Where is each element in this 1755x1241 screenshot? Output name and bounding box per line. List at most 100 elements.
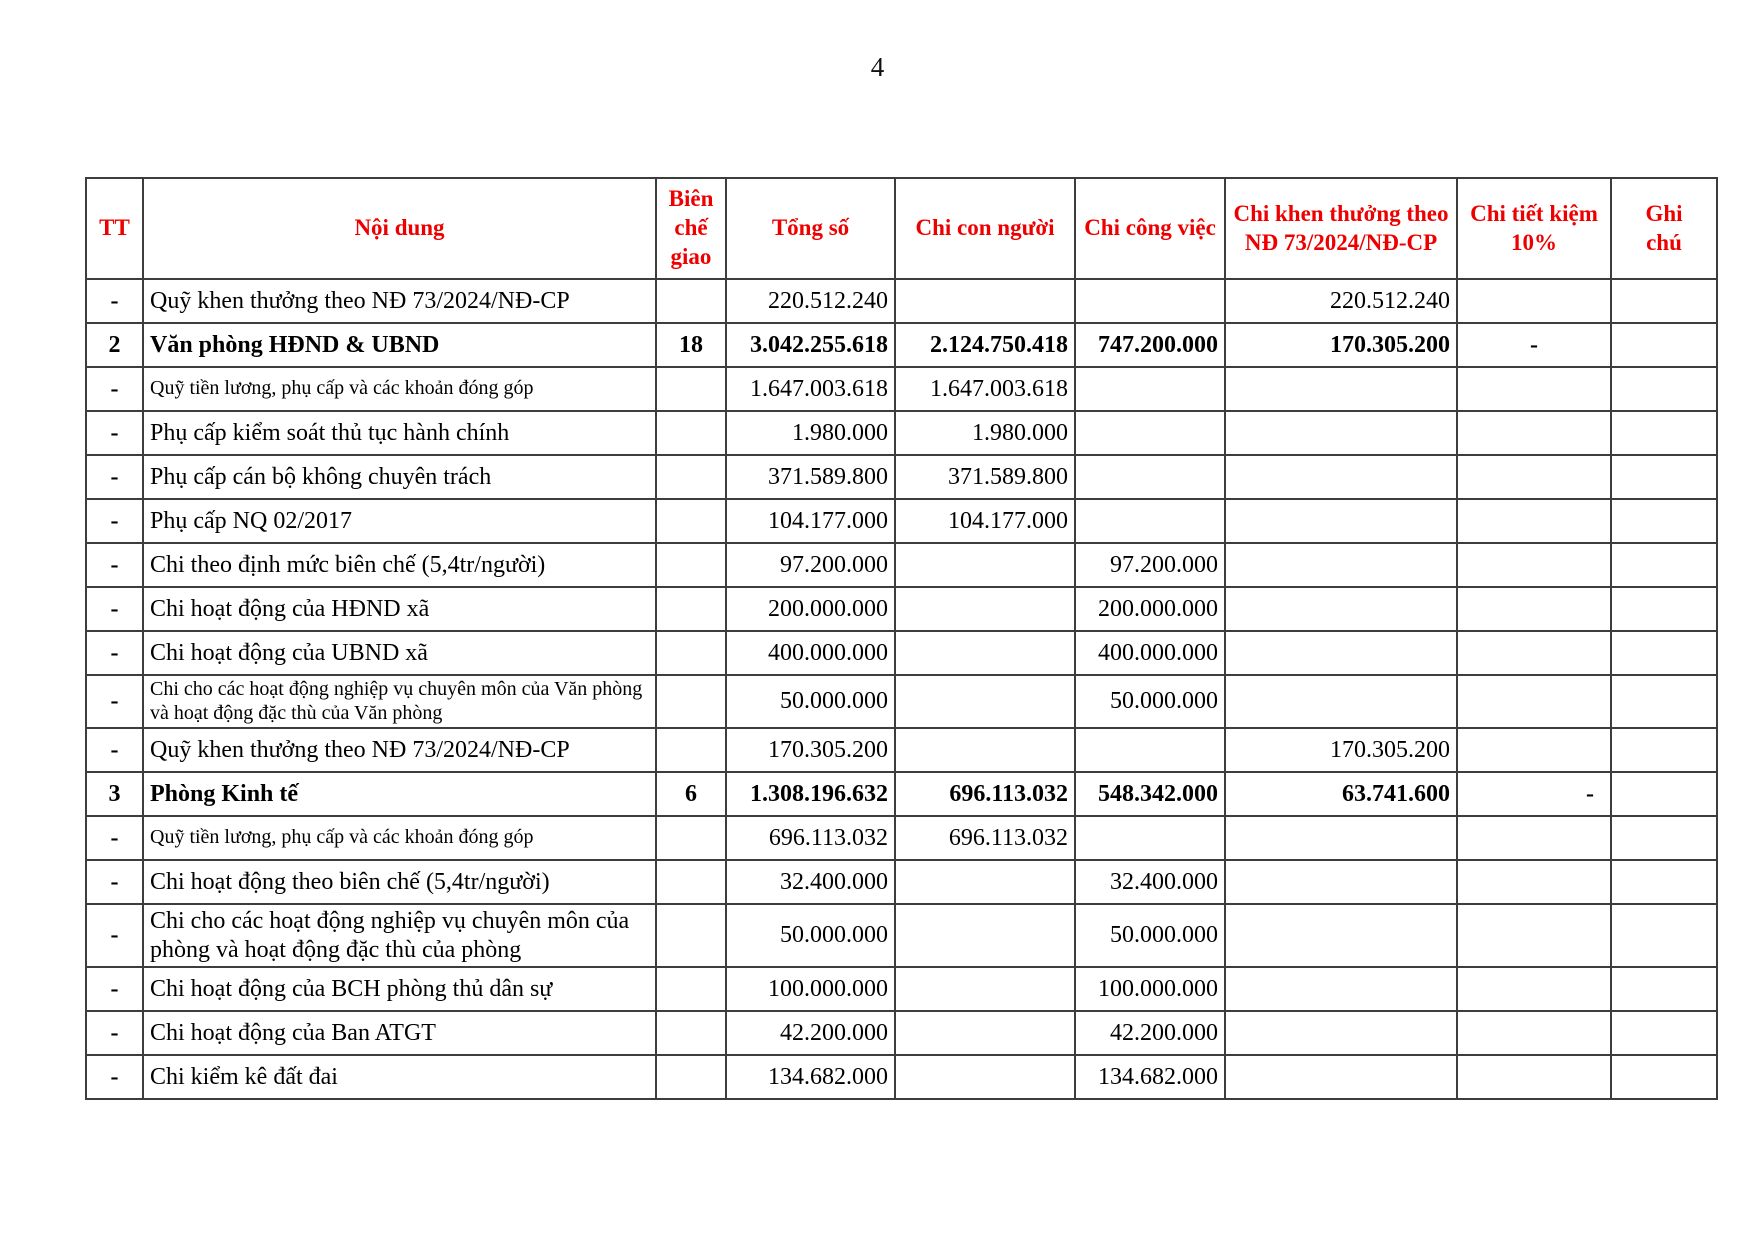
- cell-bien_che: [655, 542, 727, 588]
- cell-ghi_chu: [1610, 859, 1718, 906]
- cell-tt: -: [85, 366, 144, 412]
- cell-ghi_chu: [1610, 366, 1718, 412]
- cell-tt: -: [85, 1009, 144, 1056]
- cell-chi_khen_thuong: [1224, 410, 1458, 456]
- cell-chi_cong_viec: 200.000.000: [1074, 586, 1226, 632]
- cell-tong_so: 696.113.032: [725, 815, 896, 862]
- cell-ghi_chu: [1610, 278, 1718, 324]
- cell-noi_dung: Quỹ khen thưởng theo NĐ 73/2024/NĐ-CP: [142, 727, 657, 774]
- cell-chi_khen_thuong: [1224, 859, 1458, 906]
- col-header-tong_so: Tổng số: [725, 177, 896, 280]
- cell-chi_tiet_kiem: -: [1456, 771, 1612, 818]
- cell-chi_khen_thuong: [1224, 498, 1458, 544]
- cell-noi_dung: Chi cho các hoạt động nghiệp vụ chuyên m…: [142, 673, 657, 730]
- cell-tt: -: [85, 542, 144, 588]
- cell-chi_con_nguoi: 696.113.032: [894, 815, 1076, 862]
- col-header-chi_khen_thuong: Chi khen thưởng theo NĐ 73/2024/NĐ-CP: [1224, 177, 1458, 280]
- cell-bien_che: 6: [655, 771, 727, 818]
- cell-bien_che: [655, 859, 727, 906]
- cell-chi_tiet_kiem: [1456, 366, 1612, 412]
- cell-tt: -: [85, 278, 144, 324]
- budget-allocation-table: TT Nội dung Biên chế giao Tổng số Chi con ng…: [85, 177, 1718, 1100]
- cell-tt: -: [85, 859, 144, 906]
- cell-chi_khen_thuong: [1224, 1053, 1458, 1100]
- col-header-chi_tiet_kiem: Chi tiết kiệm 10%: [1456, 177, 1612, 280]
- cell-tt: -: [85, 586, 144, 632]
- cell-bien_che: [655, 965, 727, 1012]
- cell-chi_cong_viec: [1074, 366, 1226, 412]
- cell-chi_cong_viec: 548.342.000: [1074, 771, 1226, 818]
- col-header-bien_che: Biên chế giao: [655, 177, 727, 280]
- cell-tt: -: [85, 815, 144, 862]
- cell-tt: -: [85, 630, 144, 676]
- cell-bien_che: [655, 498, 727, 544]
- table-row: - Phụ cấp kiểm soát thủ tục hành chính 1.9…: [85, 410, 1718, 456]
- cell-chi_con_nguoi: [894, 965, 1076, 1012]
- table-body: - Quỹ khen thưởng theo NĐ 73/2024/NĐ-CP 22…: [85, 278, 1718, 1100]
- cell-ghi_chu: [1610, 771, 1718, 818]
- cell-chi_tiet_kiem: [1456, 498, 1612, 544]
- cell-chi_cong_viec: 50.000.000: [1074, 673, 1226, 730]
- cell-ghi_chu: [1610, 410, 1718, 456]
- cell-tt: 2: [85, 322, 144, 368]
- cell-bien_che: [655, 673, 727, 730]
- cell-chi_khen_thuong: 170.305.200: [1224, 322, 1458, 368]
- cell-bien_che: [655, 630, 727, 676]
- cell-tong_so: 104.177.000: [725, 498, 896, 544]
- cell-noi_dung: Chi hoạt động theo biên chế (5,4tr/người…: [142, 859, 657, 906]
- cell-chi_con_nguoi: 1.980.000: [894, 410, 1076, 456]
- cell-chi_con_nguoi: 696.113.032: [894, 771, 1076, 818]
- table-row: 2 Văn phòng HĐND & UBND 18 3.042.255.618 2.1…: [85, 322, 1718, 368]
- cell-noi_dung: Phụ cấp kiểm soát thủ tục hành chính: [142, 410, 657, 456]
- table-row: - Chi hoạt động của BCH phòng thủ dân sự 1…: [85, 965, 1718, 1012]
- cell-chi_tiet_kiem: [1456, 1053, 1612, 1100]
- cell-chi_khen_thuong: [1224, 586, 1458, 632]
- cell-chi_con_nguoi: [894, 673, 1076, 730]
- table-row: - Quỹ khen thưởng theo NĐ 73/2024/NĐ-CP 17…: [85, 727, 1718, 774]
- cell-bien_che: [655, 727, 727, 774]
- table-row: - Chi cho các hoạt động nghiệp vụ chuyên …: [85, 673, 1718, 730]
- cell-chi_con_nguoi: [894, 859, 1076, 906]
- cell-noi_dung: Phụ cấp NQ 02/2017: [142, 498, 657, 544]
- cell-chi_tiet_kiem: [1456, 454, 1612, 500]
- cell-bien_che: [655, 815, 727, 862]
- table-row: - Chi hoạt động theo biên chế (5,4tr/ngườ…: [85, 859, 1718, 906]
- cell-ghi_chu: [1610, 542, 1718, 588]
- cell-chi_khen_thuong: [1224, 965, 1458, 1012]
- cell-ghi_chu: [1610, 903, 1718, 968]
- cell-chi_cong_viec: [1074, 410, 1226, 456]
- cell-tong_so: 1.308.196.632: [725, 771, 896, 818]
- table-row: - Quỹ tiền lương, phụ cấp và các khoản đó…: [85, 815, 1718, 862]
- cell-chi_cong_viec: 42.200.000: [1074, 1009, 1226, 1056]
- cell-tt: -: [85, 454, 144, 500]
- cell-tong_so: 170.305.200: [725, 727, 896, 774]
- cell-chi_tiet_kiem: [1456, 673, 1612, 730]
- col-header-chi_con_nguoi: Chi con người: [894, 177, 1076, 280]
- cell-chi_tiet_kiem: [1456, 410, 1612, 456]
- cell-chi_cong_viec: [1074, 278, 1226, 324]
- table-row: - Phụ cấp cán bộ không chuyên trách 371.58…: [85, 454, 1718, 500]
- cell-tt: -: [85, 903, 144, 968]
- cell-chi_khen_thuong: [1224, 815, 1458, 862]
- cell-noi_dung: Phòng Kinh tế: [142, 771, 657, 818]
- cell-chi_tiet_kiem: [1456, 278, 1612, 324]
- cell-chi_cong_viec: [1074, 727, 1226, 774]
- cell-tt: -: [85, 673, 144, 730]
- cell-chi_con_nguoi: 2.124.750.418: [894, 322, 1076, 368]
- cell-chi_tiet_kiem: [1456, 542, 1612, 588]
- cell-chi_tiet_kiem: [1456, 815, 1612, 862]
- cell-chi_tiet_kiem: [1456, 630, 1612, 676]
- cell-chi_cong_viec: [1074, 454, 1226, 500]
- cell-bien_che: 18: [655, 322, 727, 368]
- cell-bien_che: [655, 1009, 727, 1056]
- cell-ghi_chu: [1610, 1053, 1718, 1100]
- cell-chi_cong_viec: [1074, 498, 1226, 544]
- cell-ghi_chu: [1610, 630, 1718, 676]
- col-header-ghi_chu: Ghi chú: [1610, 177, 1718, 280]
- cell-bien_che: [655, 366, 727, 412]
- cell-tong_so: 32.400.000: [725, 859, 896, 906]
- cell-tong_so: 50.000.000: [725, 673, 896, 730]
- cell-chi_khen_thuong: 63.741.600: [1224, 771, 1458, 818]
- cell-ghi_chu: [1610, 673, 1718, 730]
